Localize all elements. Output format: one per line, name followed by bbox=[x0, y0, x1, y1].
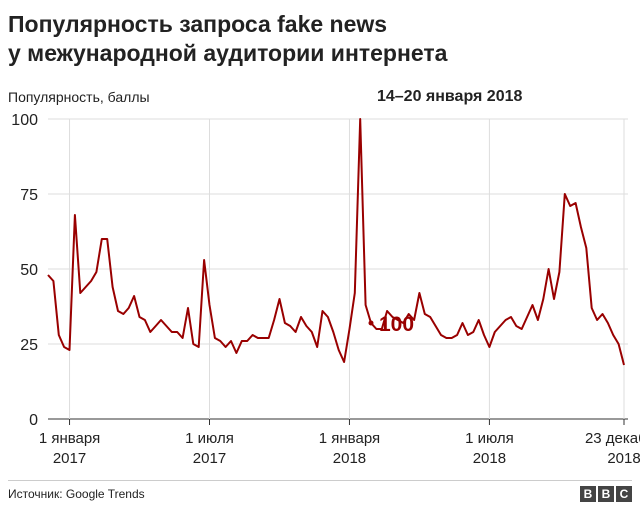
y-tick-label: 100 bbox=[11, 112, 38, 129]
source-note: Источник: Google Trends bbox=[8, 487, 145, 501]
y-tick-label: 75 bbox=[20, 187, 38, 204]
y-axis-label: Популярность, баллы bbox=[8, 89, 150, 105]
x-tick-label-year: 2017 bbox=[193, 450, 226, 467]
x-tick-label: 23 декабря bbox=[585, 430, 640, 447]
peak-annotation: 14–20 января 2018 100 bbox=[368, 88, 522, 336]
x-tick-label-year: 2018 bbox=[333, 450, 366, 467]
x-tick-label: 1 июля bbox=[185, 430, 234, 447]
x-tick-labels: 1 января 2017 1 июля 2017 1 января 2018 1 июля… bbox=[39, 430, 640, 467]
x-tick-label: 1 января bbox=[319, 430, 380, 447]
line-chart: 0 25 50 75 100 Популярность, баллы 1 января 2… bbox=[8, 88, 640, 467]
peak-value-label: 100 bbox=[379, 313, 414, 336]
peak-date-label: 14–20 января 2018 bbox=[377, 88, 523, 105]
x-tick-label-year: 2017 bbox=[53, 450, 86, 467]
bbc-logo-letter: B bbox=[598, 486, 614, 502]
series bbox=[47, 118, 625, 366]
bbc-logo: B B C bbox=[580, 486, 632, 502]
peak-point bbox=[368, 320, 374, 326]
bbc-logo-letter: C bbox=[616, 486, 632, 502]
bbc-logo-letter: B bbox=[580, 486, 596, 502]
y-tick-label: 0 bbox=[29, 412, 38, 429]
x-tick-label: 1 июля bbox=[465, 430, 514, 447]
y-tick-label: 50 bbox=[20, 262, 38, 279]
series-line bbox=[47, 118, 625, 366]
chart-title: Популярность запроса fake news у межунар… bbox=[8, 11, 448, 66]
x-tick-label-year: 2018 bbox=[607, 450, 640, 467]
x-tick-label: 1 января bbox=[39, 430, 100, 447]
footer-divider bbox=[8, 480, 632, 481]
grid bbox=[48, 118, 628, 425]
y-tick-label: 25 bbox=[20, 337, 38, 354]
x-tick-label-year: 2018 bbox=[473, 450, 506, 467]
y-tick-labels: 0 25 50 75 100 bbox=[11, 112, 38, 429]
